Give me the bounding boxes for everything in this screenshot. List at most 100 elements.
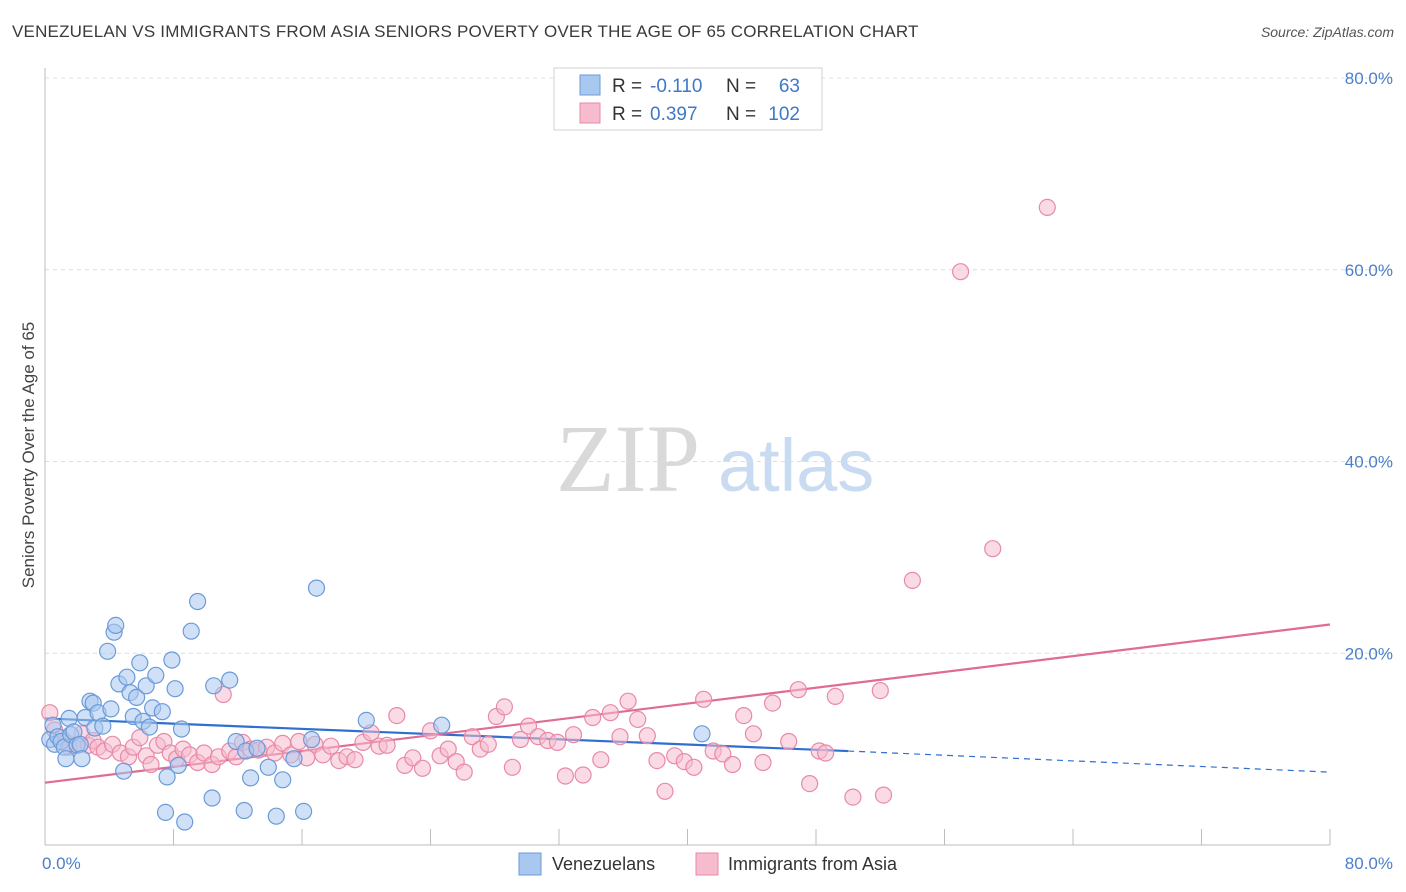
x-tick-label-max: 80.0% <box>1345 854 1393 873</box>
asia-point <box>648 751 666 770</box>
venezuelan-point <box>259 758 277 776</box>
venezuelan-point <box>57 750 75 768</box>
venezuelan-point <box>285 750 303 768</box>
tick-labels: 80.0% 60.0% 40.0% 20.0% 0.0% 80.0% <box>42 69 1393 873</box>
asia-point <box>714 745 732 763</box>
asia-point <box>656 782 674 800</box>
asia-point <box>142 755 160 774</box>
venezuelan-trend-line-extension <box>848 750 1331 773</box>
venezuelan-point <box>158 768 176 786</box>
x-tick-label-min: 0.0% <box>42 854 81 873</box>
venezuelan-point <box>118 668 136 686</box>
venezuelan-point <box>307 579 326 597</box>
asia-point <box>763 694 782 712</box>
asia-point <box>874 786 893 804</box>
asia-point <box>984 540 1002 558</box>
venezuelan-point <box>267 807 285 825</box>
asia-point <box>564 726 583 744</box>
asia-point <box>800 774 819 793</box>
asia-point <box>789 681 807 699</box>
venezuelan-point <box>303 730 321 749</box>
venezuelan-point <box>102 700 120 718</box>
bottom-legend-label-asia: Immigrants from Asia <box>728 854 898 874</box>
asia-point <box>601 704 620 722</box>
venezuelan-point <box>172 720 191 738</box>
asia-point <box>378 736 396 754</box>
venezuelan-point <box>295 802 313 821</box>
asia-point <box>816 744 835 762</box>
venezuelan-point <box>131 654 149 672</box>
legend-r-label-2: R = <box>612 104 642 125</box>
asia-point <box>556 767 575 785</box>
asia-point <box>826 687 844 706</box>
bottom-legend-swatch-venezuelans <box>518 852 542 876</box>
gridlines <box>45 77 1392 654</box>
venezuelan-point <box>357 711 375 730</box>
asia-point <box>511 730 530 749</box>
watermark-zip: ZIP <box>556 405 700 512</box>
legend-n-value-1: 63 <box>779 76 800 97</box>
asia-point <box>346 751 364 769</box>
asia-point <box>619 692 637 710</box>
legend-r-value-2: 0.397 <box>650 104 698 125</box>
asia-point <box>503 758 522 776</box>
asia-point <box>519 717 538 735</box>
asia-point <box>404 749 422 767</box>
legend-swatch-asia <box>579 102 601 124</box>
venezuelan-point <box>156 803 175 822</box>
chart-title: VENEZUELAN VS IMMIGRANTS FROM ASIA SENIO… <box>12 22 919 41</box>
venezuelan-point <box>693 725 711 743</box>
legend-n-label-1: N = <box>726 76 756 97</box>
y-axis-label: Seniors Poverty Over the Age of 65 <box>19 322 38 588</box>
venezuelan-point <box>71 735 89 753</box>
asia-point <box>548 733 567 752</box>
asia-point <box>638 727 656 745</box>
bottom-legend-label-venezuelans: Venezuelans <box>552 854 655 874</box>
venezuelan-point <box>242 769 260 787</box>
asia-point <box>611 728 629 746</box>
venezuelan-point <box>203 789 221 807</box>
venezuelan-point <box>128 688 146 707</box>
venezuelan-point <box>433 716 451 734</box>
asia-point <box>455 763 473 781</box>
venezuelan-point <box>176 813 194 831</box>
legend-r-label-1: R = <box>612 76 642 97</box>
venezuelan-point <box>163 651 181 669</box>
venezuelan-point <box>274 771 292 789</box>
venezuelan-point <box>115 762 133 780</box>
legend-n-value-2: 102 <box>768 104 800 125</box>
venezuelan-point <box>94 717 112 735</box>
asia-point <box>754 753 772 772</box>
asia-point <box>413 759 432 777</box>
asia-point <box>744 725 763 743</box>
watermark-atlas: atlas <box>718 424 874 507</box>
venezuelan-point <box>166 680 184 698</box>
asia-point <box>322 737 340 755</box>
legend-n-label-2: N = <box>726 104 756 125</box>
source-label: Source: ZipAtlas.com <box>1260 24 1394 40</box>
legend: R = -0.110 N = 63 R = 0.397 N = 102 <box>553 67 823 131</box>
asia-point <box>871 681 889 700</box>
venezuelan-point <box>147 666 165 684</box>
venezuelan-point <box>98 642 117 660</box>
venezuelan-point <box>182 622 200 640</box>
bottom-legend: Venezuelans Immigrants from Asia <box>518 852 898 876</box>
venezuelan-point <box>107 616 125 635</box>
bottom-legend-swatch-asia <box>695 852 719 876</box>
asia-point <box>388 706 406 725</box>
asia-point <box>592 751 610 769</box>
y-tick-label: 20.0% <box>1345 644 1393 663</box>
venezuelan-point <box>205 677 223 695</box>
legend-r-value-1: -0.110 <box>650 76 702 97</box>
y-tick-label: 60.0% <box>1345 261 1393 280</box>
legend-swatch-venezuelans <box>579 74 601 96</box>
asia-point <box>1038 198 1056 216</box>
asia-point <box>584 708 602 727</box>
venezuelan-point <box>153 703 171 721</box>
venezuelan-point <box>248 739 266 757</box>
venezuelan-point <box>189 592 207 611</box>
asia-point <box>479 735 497 753</box>
venezuelan-point <box>221 671 239 689</box>
y-tick-label: 40.0% <box>1345 453 1393 472</box>
venezuelan-point <box>73 750 91 768</box>
